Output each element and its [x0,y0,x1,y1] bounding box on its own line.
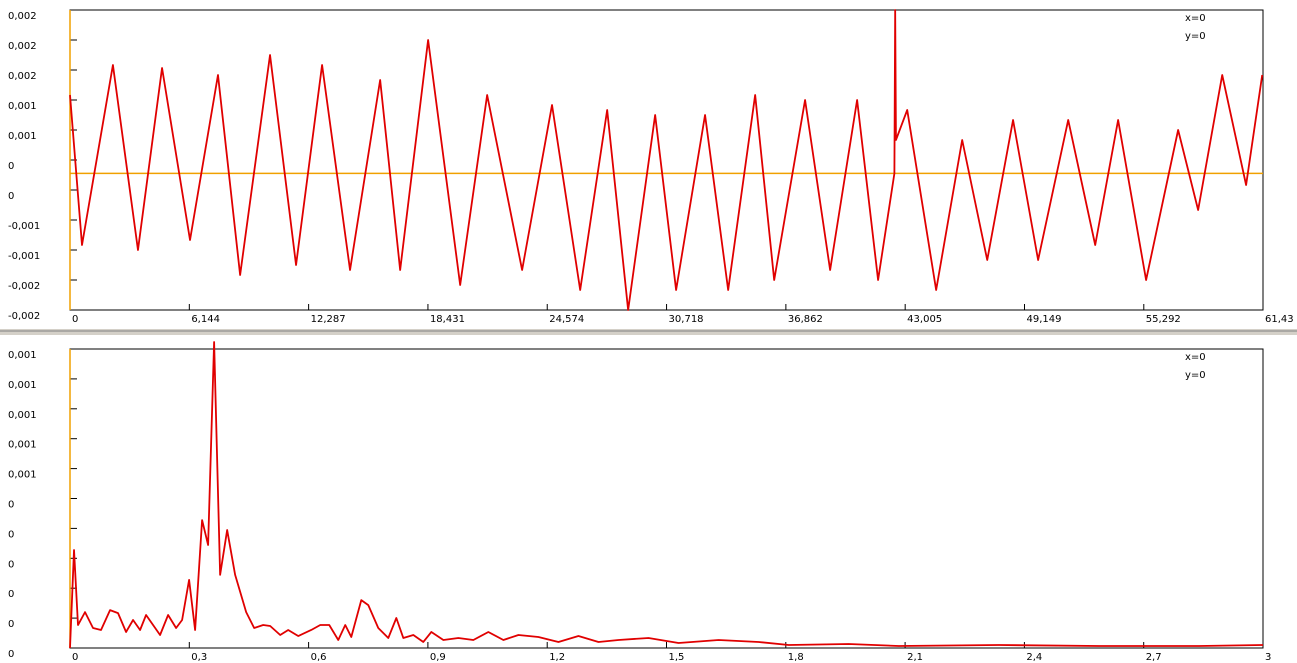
y-tick-label: 0,001 [8,470,37,481]
plot-frame [69,9,1264,311]
y-tick-label: 0,002 [8,41,37,52]
y-tick-label: -0,001 [8,251,40,262]
cursor-readout: x=0 [1185,13,1206,24]
y-tick-label: 0 [8,500,14,511]
cursor-readout: y=0 [1185,31,1206,42]
y-tick-label: 0 [8,559,14,570]
y-tick-label: 0,001 [8,410,37,421]
y-tick-label: 0,001 [8,380,37,391]
y-tick-label: -0,002 [8,311,40,322]
y-tick-label: -0,002 [8,281,40,292]
x-tick-label: 43,005 [907,314,942,325]
x-tick-label: 12,287 [311,314,346,325]
y-tick-label: 0,002 [8,71,37,82]
y-tick-label: 0 [8,649,14,660]
x-tick-label: 55,292 [1146,314,1181,325]
plot-frame [69,348,1264,649]
x-tick-label: 36,862 [788,314,823,325]
x-tick-label: 0,9 [430,652,446,663]
y-tick-label: 0,002 [8,11,37,22]
cursor-readout: y=0 [1185,370,1206,381]
y-tick-label: 0 [8,529,14,540]
data-line [69,9,1264,311]
x-tick-label: 1,2 [549,652,565,663]
y-tick-label: 0,001 [8,101,37,112]
x-tick-label: 0 [72,652,78,663]
y-tick-label: 0 [8,191,14,202]
x-tick-label: 0,6 [311,652,327,663]
x-tick-label: 30,718 [669,314,704,325]
y-tick-label: -0,001 [8,221,40,232]
x-tick-label: 1,5 [669,652,685,663]
data-line [69,341,1264,649]
x-tick-label: 61,43 [1265,314,1294,325]
y-tick-label: 0,001 [8,131,37,142]
x-tick-label: 2,7 [1146,652,1162,663]
x-tick-label: 3 [1265,652,1271,663]
y-tick-label: 0 [8,589,14,600]
x-tick-label: 49,149 [1026,314,1061,325]
x-tick-label: 2,4 [1026,652,1042,663]
y-tick-label: 0 [8,161,14,172]
cursor-readout: x=0 [1185,352,1206,363]
x-tick-label: 6,144 [191,314,220,325]
x-tick-label: 2,1 [907,652,923,663]
x-tick-label: 24,574 [549,314,584,325]
x-tick-label: 0 [72,314,78,325]
x-tick-label: 18,431 [430,314,465,325]
y-tick-label: 0,001 [8,350,37,361]
x-tick-label: 0,3 [191,652,207,663]
y-tick-label: 0 [8,619,14,630]
x-tick-label: 1,8 [788,652,804,663]
y-tick-label: 0,001 [8,440,37,451]
